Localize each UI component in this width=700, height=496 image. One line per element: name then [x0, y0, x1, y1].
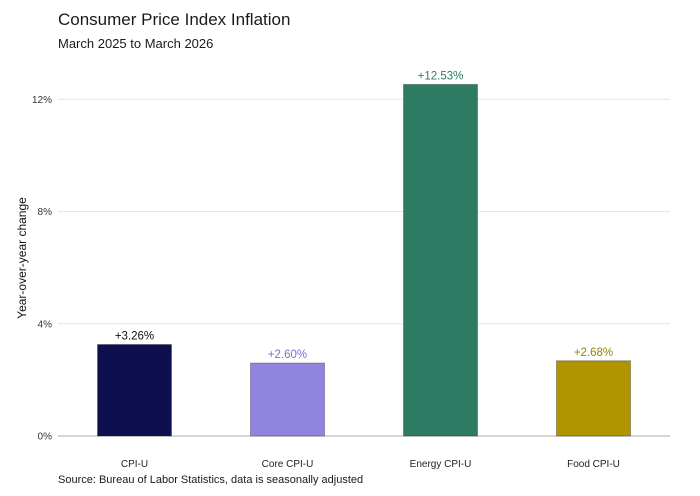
source-note: Source: Bureau of Labor Statistics, data… [58, 474, 364, 486]
data-label: +2.68% [574, 347, 613, 359]
bar [97, 344, 172, 437]
y-axis-ticks: 0% 4% 8% 12% [32, 95, 52, 443]
chart-title: Consumer Price Index Inflation [58, 10, 291, 29]
bars [97, 83, 631, 437]
x-axis-categories: CPI-U Core CPI-U Energy CPI-U Food CPI-U [121, 459, 620, 470]
data-label: +2.60% [268, 349, 307, 361]
category-label: CPI-U [121, 459, 148, 470]
category-label: Food CPI-U [567, 459, 620, 470]
bar [556, 360, 631, 437]
y-tick-label: 4% [38, 319, 53, 330]
y-axis-label: Year-over-year change [15, 197, 29, 319]
y-tick-label: 0% [38, 432, 53, 443]
data-label: +3.26% [115, 331, 154, 343]
y-tick-label: 12% [32, 95, 52, 106]
data-labels: +3.26% +2.60% +12.53% +2.68% [115, 70, 613, 361]
category-label: Energy CPI-U [410, 459, 472, 470]
chart-subtitle: March 2025 to March 2026 [58, 36, 214, 51]
data-label: +12.53% [418, 70, 464, 82]
bar [250, 362, 325, 437]
y-tick-label: 8% [38, 207, 53, 218]
category-label: Core CPI-U [262, 459, 314, 470]
bar [403, 83, 478, 437]
